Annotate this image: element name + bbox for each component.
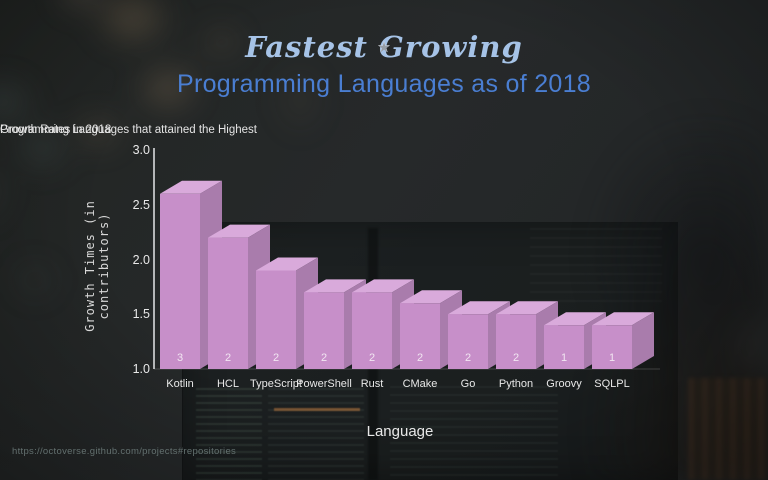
bar-front-face — [160, 193, 200, 369]
bar-top-face — [592, 312, 654, 326]
bar-top-face — [160, 180, 222, 194]
bar-front-face — [400, 303, 440, 369]
x-category-label: Go — [460, 378, 476, 390]
x-category-label: Kotlin — [166, 378, 194, 390]
star-small-icon: ★ — [379, 41, 389, 52]
bar-front-face — [352, 292, 392, 369]
source-url: https://octoverse.github.com/projects#re… — [12, 446, 237, 457]
x-category-label: TypeScript — [250, 378, 302, 390]
bar-top-face — [208, 224, 270, 238]
bar-value-label: 2 — [273, 352, 279, 364]
bar-value-label: 2 — [225, 352, 231, 364]
bar-value-label: 2 — [465, 352, 471, 364]
bar-value-label: 1 — [609, 352, 615, 364]
bar-top-face — [400, 290, 462, 304]
bar-groovy: 1 — [544, 312, 606, 369]
bar-top-face — [256, 257, 318, 271]
bar-top-face — [496, 301, 558, 315]
bar-sqlpl: 1 — [592, 312, 654, 369]
bar-front-face — [448, 314, 488, 369]
bar-value-label: 2 — [321, 352, 327, 364]
x-category-label: PowerShell — [296, 378, 352, 390]
bar-value-label: 3 — [177, 352, 183, 364]
chart-title-line1: Programming Languages that attained the … — [0, 124, 257, 136]
bar-top-face — [304, 279, 366, 293]
star-small-icon: ★ — [379, 41, 389, 52]
x-category-label: Rust — [360, 378, 384, 390]
x-category-label: SQLPL — [594, 378, 630, 390]
bar-value-label: 2 — [369, 352, 375, 364]
bar-front-face — [544, 325, 584, 369]
ribbon-header: ★ ☆ ★ Fastest Growing ★ ☆ ★ — [0, 27, 768, 67]
y-tick-label: 1.5 — [132, 307, 150, 322]
bar-cmake: 2 — [400, 290, 462, 369]
star-filled-icon: ★ — [377, 38, 391, 55]
bar-value-label: 2 — [417, 352, 423, 364]
star-outline-icon: ☆ — [377, 39, 391, 56]
bar-front-face — [304, 292, 344, 369]
x-category-label: Python — [498, 378, 534, 390]
bar-top-face — [544, 312, 606, 326]
ribbon-title: Fastest Growing — [245, 30, 523, 64]
star-outline-icon: ☆ — [377, 39, 391, 56]
x-category-label: Groovy — [546, 378, 582, 390]
y-tick-label: 2.5 — [132, 197, 150, 212]
bar-front-face — [256, 270, 296, 369]
x-axis-title: Language — [366, 423, 434, 440]
y-tick-label: 2.0 — [132, 252, 150, 267]
plaid-shirt — [688, 378, 768, 480]
bar-front-face — [208, 237, 248, 369]
x-category-label: CMake — [402, 378, 438, 390]
bar-top-face — [352, 279, 414, 293]
y-tick-label: 1.0 — [132, 362, 150, 376]
y-tick-label: 3.0 — [132, 143, 150, 157]
bar-value-label: 1 — [561, 352, 567, 364]
bar-top-face — [448, 301, 510, 315]
chart-title-line2: Growth Rates in 2018 — [0, 124, 112, 136]
bar-front-face — [496, 314, 536, 369]
bar-front-face — [592, 325, 632, 369]
star-filled-icon: ★ — [377, 38, 391, 55]
page-title: Programming Languages as of 2018 — [176, 70, 592, 98]
x-category-label: HCL — [216, 378, 239, 390]
bar-value-label: 2 — [513, 352, 519, 364]
bar-side-face — [632, 312, 654, 369]
